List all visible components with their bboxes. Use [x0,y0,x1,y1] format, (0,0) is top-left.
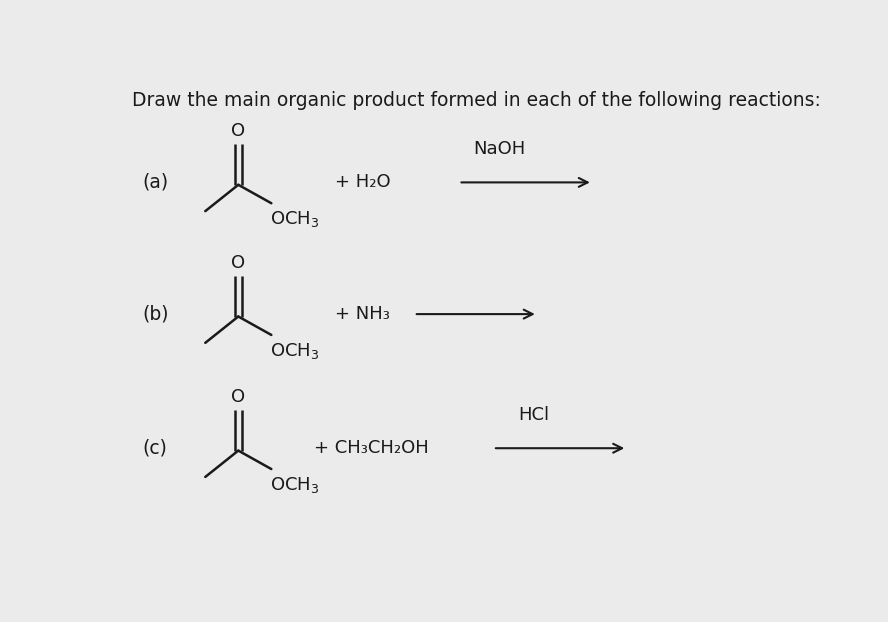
Text: OCH$_3$: OCH$_3$ [270,475,320,494]
Text: (b): (b) [142,305,169,323]
Text: (a): (a) [142,173,168,192]
Text: OCH$_3$: OCH$_3$ [270,209,320,229]
Text: + NH₃: + NH₃ [335,305,390,323]
Text: OCH$_3$: OCH$_3$ [270,341,320,361]
Text: NaOH: NaOH [473,141,526,159]
Text: O: O [231,123,245,140]
Text: Draw the main organic product formed in each of the following reactions:: Draw the main organic product formed in … [131,91,821,110]
Text: O: O [231,388,245,406]
Text: HCl: HCl [519,406,550,424]
Text: + H₂O: + H₂O [335,174,391,192]
Text: + CH₃CH₂OH: + CH₃CH₂OH [314,439,429,457]
Text: O: O [231,254,245,272]
Text: (c): (c) [142,439,167,458]
